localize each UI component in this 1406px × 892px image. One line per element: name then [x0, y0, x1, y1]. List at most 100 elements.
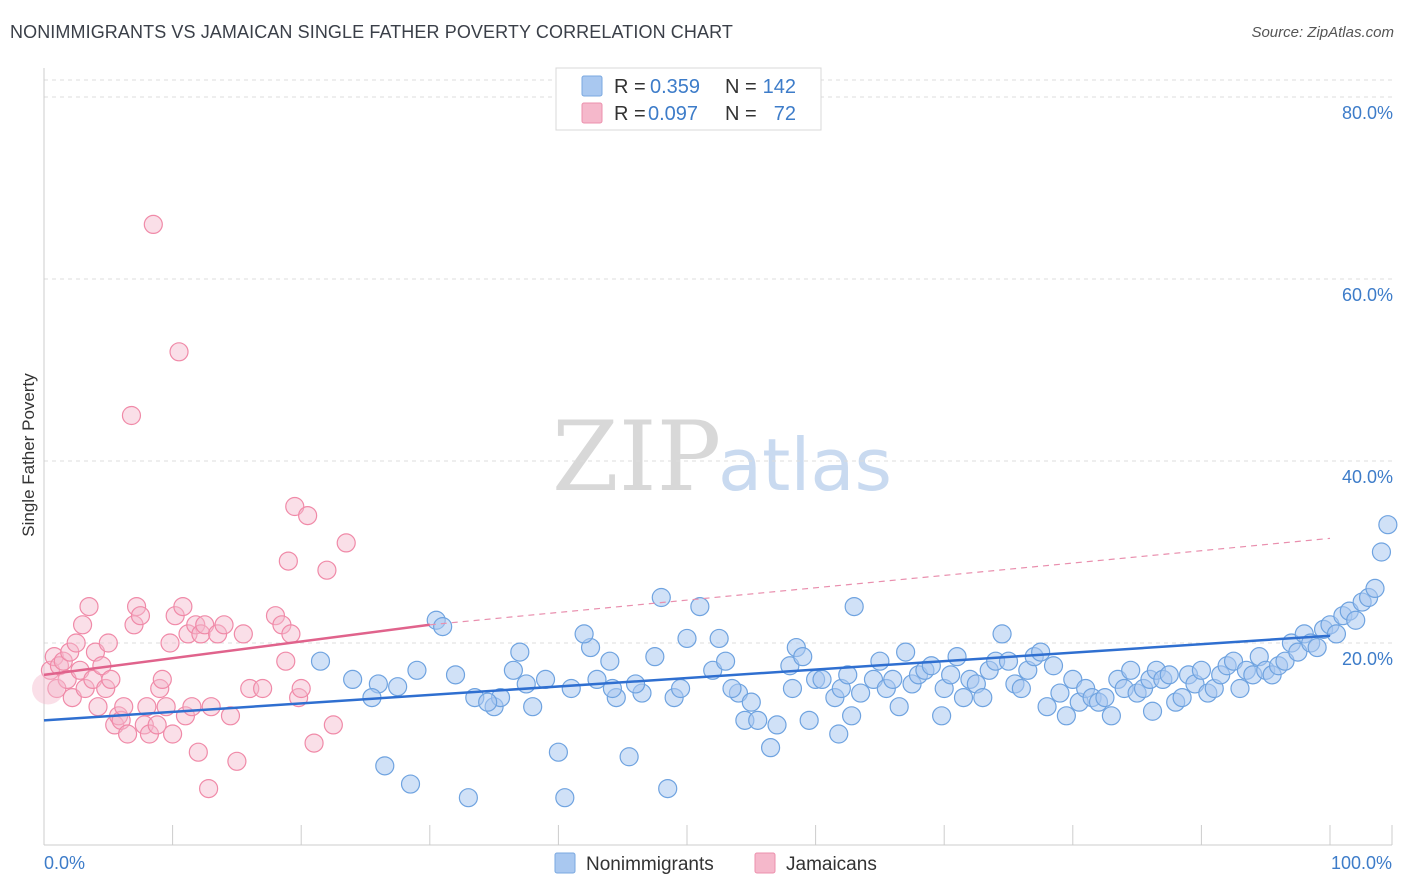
nonimmigrants-point — [829, 724, 849, 744]
nonimmigrants-point — [921, 656, 941, 676]
jamaicans-point — [304, 733, 324, 753]
nonimmigrants-point — [851, 683, 871, 703]
jamaicans-point — [317, 560, 337, 580]
jamaicans-point — [291, 678, 311, 699]
nonimmigrants-point — [1043, 656, 1064, 676]
nonimmigrants-point — [343, 669, 363, 690]
nonimmigrants-point — [433, 617, 453, 637]
jamaicans-point — [323, 715, 343, 735]
legend-bottom-label-jamaicans: Jamaicans — [786, 854, 877, 875]
nonimmigrants-point — [1326, 624, 1347, 644]
nonimmigrants-point — [625, 674, 646, 694]
jamaicans-point — [160, 633, 180, 653]
legend-bottom-swatch-nonimmigrants — [554, 852, 576, 874]
jamaicans-point — [298, 505, 318, 526]
y-tick-label-40: 40.0% — [1342, 467, 1393, 487]
nonimmigrants-point — [677, 628, 697, 649]
nonimmigrants-point — [932, 706, 952, 726]
watermark-zip: ZIP — [552, 401, 721, 513]
jamaicans-point — [201, 697, 221, 717]
jamaicans-point — [188, 742, 208, 762]
jamaicans-point — [121, 405, 142, 426]
nonimmigrants-point — [998, 651, 1019, 671]
nonimmigrants-point — [1101, 706, 1121, 726]
jamaicans-point — [98, 633, 118, 653]
nonimmigrants-point — [1121, 660, 1141, 680]
jamaicans-point — [182, 697, 202, 717]
nonimmigrants-point — [375, 756, 395, 776]
jamaicans-point — [130, 606, 151, 626]
legend-r-value-2: 0.097 — [648, 103, 698, 125]
nonimmigrants-point — [445, 665, 466, 685]
nonimmigrants-point — [793, 647, 813, 667]
nonimmigrants-point — [973, 687, 993, 708]
nonimmigrants-point — [619, 747, 639, 767]
nonimmigrants-point — [941, 665, 961, 685]
jamaicans-trend-line — [43, 623, 430, 677]
nonimmigrants-point — [690, 596, 710, 617]
grid-lines — [44, 79, 1392, 644]
jamaicans-point — [276, 651, 296, 671]
chart-title: NONIMMIGRANTS VS JAMAICAN SINGLE FATHER … — [10, 22, 733, 42]
jamaicans-point — [101, 669, 121, 690]
nonimmigrants-point — [1191, 660, 1212, 680]
nonimmigrants-point — [812, 669, 832, 690]
jamaicans-point — [199, 778, 219, 799]
nonimmigrants-point — [1011, 678, 1031, 699]
jamaicans-point — [227, 751, 247, 771]
jamaicans-point — [79, 596, 99, 617]
nonimmigrants-point — [799, 710, 819, 730]
jamaicans-point — [336, 533, 356, 553]
nonimmigrants-point — [510, 642, 530, 662]
nonimmigrants-point — [310, 651, 331, 671]
legend-swatch-nonimmigrants — [581, 75, 603, 97]
nonimmigrants-point — [889, 697, 909, 717]
nonimmigrants-point — [1031, 642, 1051, 662]
nonimmigrants-point — [407, 660, 427, 680]
nonimmigrants-point — [883, 669, 903, 690]
chart-source: Source: ZipAtlas.com — [1251, 24, 1394, 41]
nonimmigrants-point — [388, 677, 408, 697]
jamaicans-point — [114, 697, 134, 717]
nonimmigrants-point — [1142, 701, 1163, 721]
legend-bottom: Nonimmigrants Jamaicans — [554, 852, 877, 875]
nonimmigrants-point — [1307, 637, 1327, 658]
nonimmigrants-point — [844, 596, 864, 617]
nonimmigrants-point — [782, 678, 803, 699]
legend-r-value-1: 0.359 — [650, 76, 700, 98]
jamaicans-point — [220, 706, 241, 726]
nonimmigrants-point — [1378, 515, 1398, 535]
nonimmigrants-point — [1037, 697, 1057, 717]
jamaicans-point — [137, 697, 157, 717]
nonimmigrants-point — [670, 678, 691, 699]
trend-lines — [43, 537, 1331, 722]
jamaicans-point — [278, 551, 298, 571]
legend-n-value-2: 72 — [774, 103, 796, 125]
nonimmigrants-point — [1159, 665, 1179, 685]
nonimmigrants-point — [1230, 678, 1250, 699]
nonimmigrants-point — [709, 628, 729, 649]
legend-top: R = 0.359 N = 142 R = 0.097 N = 72 — [555, 67, 822, 131]
nonimmigrants-point — [870, 651, 890, 671]
nonimmigrants-point — [760, 738, 781, 758]
jamaicans-point — [214, 615, 234, 635]
legend-n-label-2: N = — [725, 103, 757, 125]
jamaicans-trend-extension — [429, 537, 1331, 626]
axes — [43, 68, 1393, 846]
data-points — [32, 214, 1398, 808]
jamaicans-point — [253, 678, 273, 699]
nonimmigrants-point — [896, 642, 916, 662]
jamaicans-point — [152, 669, 172, 690]
x-tick-label-min: 0.0% — [44, 853, 85, 873]
nonimmigrants-point — [842, 706, 862, 726]
jamaicans-point-large — [32, 672, 64, 705]
legend-n-value-1: 142 — [763, 76, 796, 98]
nonimmigrants-point — [722, 678, 742, 699]
nonimmigrants-point — [992, 624, 1012, 644]
nonimmigrants-point — [1095, 687, 1115, 708]
nonimmigrants-point — [1371, 542, 1392, 562]
nonimmigrants-point — [767, 715, 787, 735]
nonimmigrants-point — [953, 687, 974, 708]
nonimmigrants-point — [478, 692, 498, 712]
